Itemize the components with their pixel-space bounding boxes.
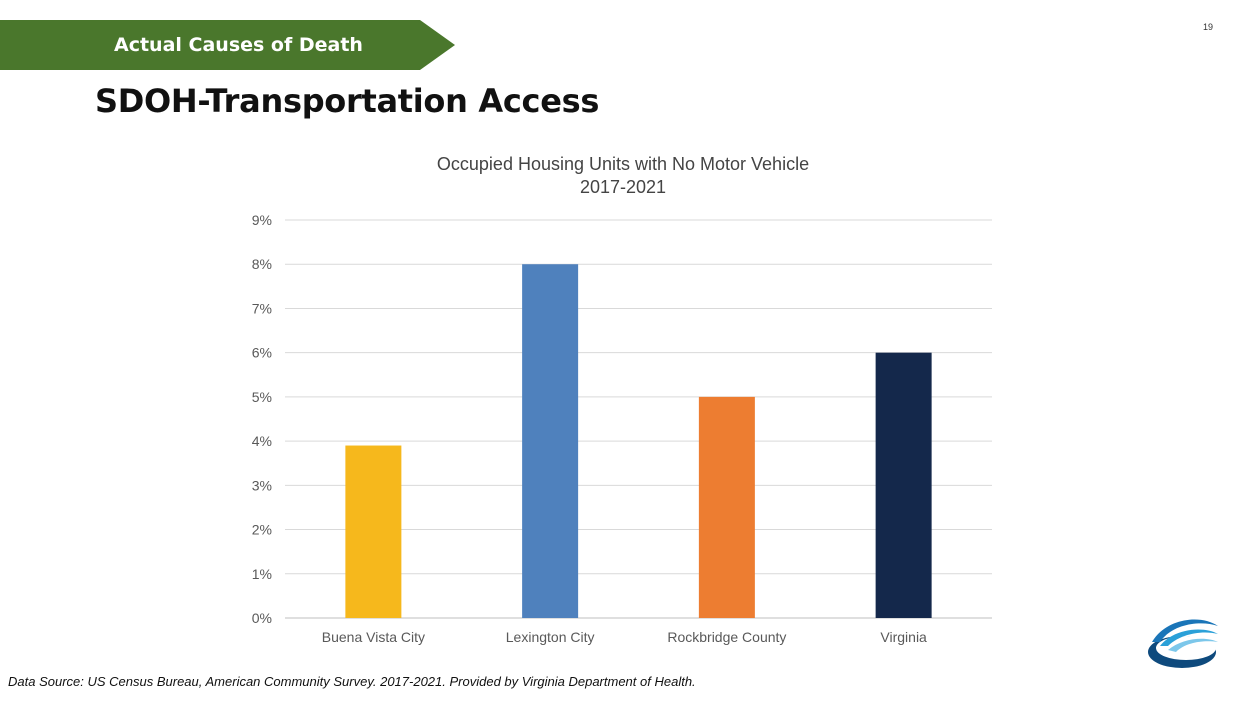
bar-buena-vista-city [345, 445, 402, 618]
vdh-swoosh-logo-icon [1146, 612, 1222, 677]
grid-lines [285, 219, 992, 619]
y-axis: 0% 1% 2% 3% 4% 5% 6% 7% 8% 9% [252, 212, 272, 626]
y-tick-label: 9% [252, 212, 272, 228]
y-tick-label: 7% [252, 300, 272, 316]
banner-label: Actual Causes of Death [114, 34, 363, 56]
section-banner: Actual Causes of Death [0, 20, 456, 70]
y-tick-label: 1% [252, 566, 272, 582]
y-tick-label: 4% [252, 433, 272, 449]
page-number: 19 [1202, 22, 1213, 32]
chart-subtitle: 2017-2021 [580, 177, 666, 197]
x-tick-label: Lexington City [506, 629, 595, 645]
x-tick-label: Virginia [880, 629, 927, 645]
y-tick-label: 0% [252, 610, 272, 626]
x-tick-label: Buena Vista City [322, 629, 425, 645]
bar-lexington-city [522, 264, 579, 618]
y-tick-label: 8% [252, 256, 272, 272]
chart-title: Occupied Housing Units with No Motor Veh… [437, 154, 809, 174]
y-tick-label: 6% [252, 345, 272, 361]
bar-virginia [875, 352, 932, 618]
bar-rockbridge-county [698, 396, 755, 618]
page-title: SDOH-Transportation Access [95, 82, 600, 120]
x-tick-label: Rockbridge County [667, 629, 786, 645]
x-axis: Buena Vista City Lexington City Rockbridge… [322, 629, 927, 645]
y-tick-label: 2% [252, 522, 272, 538]
banner-arrow-shape [0, 20, 455, 70]
y-tick-label: 3% [252, 477, 272, 493]
y-tick-label: 5% [252, 389, 272, 405]
bars [345, 264, 932, 618]
data-source-note: Data Source: US Census Bureau, American … [8, 674, 696, 689]
